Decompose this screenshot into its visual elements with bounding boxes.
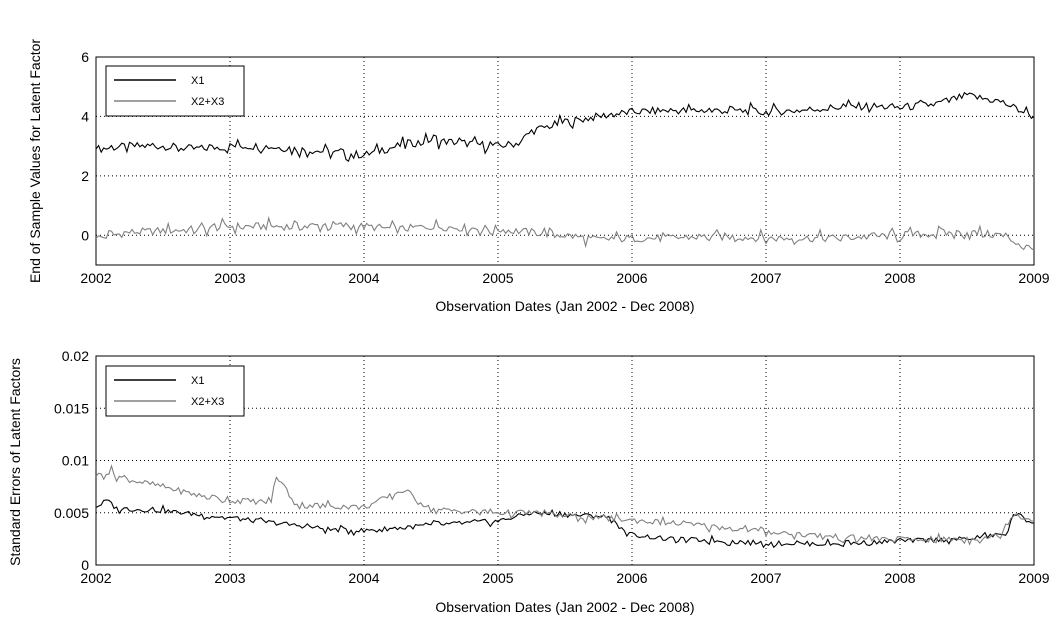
x-tick-label: 2002 (80, 270, 111, 286)
x-tick-label: 2008 (884, 270, 915, 286)
top-legend-box (105, 65, 245, 117)
y-tick-label: 0.005 (54, 505, 89, 521)
top-y-axis-label: End of Sample Values for Latent Factor (27, 39, 43, 283)
y-tick-label: 0.015 (54, 400, 89, 416)
x-tick-label: 2003 (214, 270, 245, 286)
x-tick-label: 2007 (750, 270, 781, 286)
top-chart: 2002 2003 2004 2005 2006 2007 2008 2009 0 2 4 6 Obs… (27, 39, 1050, 314)
top-series (95, 91, 1035, 251)
bottom-ticks: 2002 2003 2004 2005 2006 2007 2008 2009 0 0.005 0.… (54, 348, 1050, 586)
series-line-x2-x3 (95, 464, 1035, 546)
x-tick-label: 2005 (482, 570, 513, 586)
bottom-y-axis-label: Standard Errors of Latent Factors (7, 358, 23, 566)
x-tick-label: 2004 (348, 270, 379, 286)
top-plot-area (95, 56, 1035, 266)
x-tick-label: 2004 (348, 570, 379, 586)
x-tick-label: 2003 (214, 570, 245, 586)
bottom-series (95, 464, 1035, 549)
x-tick-label: 2006 (616, 570, 647, 586)
y-tick-label: 0.02 (62, 348, 89, 364)
x-tick-label: 2008 (884, 570, 915, 586)
x-tick-label: 2006 (616, 270, 647, 286)
y-tick-label: 2 (81, 168, 89, 184)
top-grid (96, 57, 1034, 265)
top-legend-label-x2x3: X2+X3 (191, 96, 224, 108)
x-tick-label: 2009 (1018, 570, 1049, 586)
x-tick-label: 2005 (482, 270, 513, 286)
y-tick-label: 0.01 (62, 453, 89, 469)
series-line-x2-x3 (95, 216, 1035, 251)
x-tick-label: 2009 (1018, 270, 1049, 286)
bottom-legend: X1 X2+X3 (105, 365, 245, 417)
x-tick-label: 2007 (750, 570, 781, 586)
y-tick-label: 4 (81, 108, 89, 124)
top-x-axis-label: Observation Dates (Jan 2002 - Dec 2008) (435, 298, 694, 314)
bottom-chart: 2002 2003 2004 2005 2006 2007 2008 2009 0 0.005 0.… (7, 348, 1050, 615)
bottom-legend-box (105, 365, 245, 417)
bottom-legend-label-x1: X1 (191, 375, 204, 387)
top-ticks: 2002 2003 2004 2005 2006 2007 2008 2009 0 2 4 6 (80, 49, 1049, 286)
y-tick-label: 6 (81, 49, 89, 65)
y-tick-label: 0 (81, 227, 89, 243)
x-tick-label: 2002 (80, 570, 111, 586)
bottom-legend-label-x2x3: X2+X3 (191, 396, 224, 408)
bottom-x-axis-label: Observation Dates (Jan 2002 - Dec 2008) (435, 599, 694, 615)
series-line-x1 (95, 91, 1035, 163)
top-legend: X1 X2+X3 (105, 65, 245, 117)
series-line-x1 (95, 499, 1035, 549)
top-legend-label-x1: X1 (191, 75, 204, 87)
y-tick-label: 0 (81, 557, 89, 573)
